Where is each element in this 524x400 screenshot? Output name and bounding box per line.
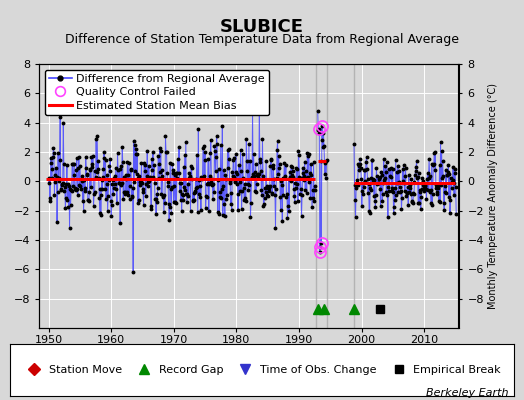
Text: Berkeley Earth: Berkeley Earth [426, 388, 508, 398]
Text: Difference of Station Temperature Data from Regional Average: Difference of Station Temperature Data f… [65, 33, 459, 46]
Text: SLUBICE: SLUBICE [220, 18, 304, 36]
Legend: Difference from Regional Average, Quality Control Failed, Estimated Station Mean: Difference from Regional Average, Qualit… [45, 70, 269, 115]
Legend: Station Move, Record Gap, Time of Obs. Change, Empirical Break: Station Move, Record Gap, Time of Obs. C… [19, 360, 505, 380]
Y-axis label: Monthly Temperature Anomaly Difference (°C): Monthly Temperature Anomaly Difference (… [488, 83, 498, 309]
